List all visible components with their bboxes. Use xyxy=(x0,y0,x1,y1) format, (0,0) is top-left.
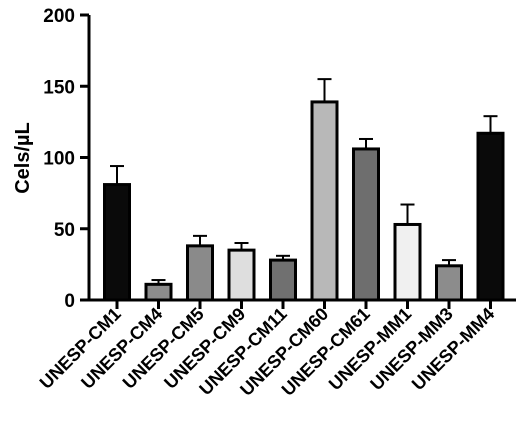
bar-2 xyxy=(144,282,173,302)
plot-area: 050100150200UNESP-CM1UNESP-CM4UNESP-CM5U… xyxy=(36,6,516,400)
y-tick-label: 150 xyxy=(43,77,75,98)
bar-9 xyxy=(435,264,463,302)
bar-3 xyxy=(186,244,214,302)
bar-7 xyxy=(352,147,380,302)
bar-10 xyxy=(476,131,505,302)
y-tick-label: 100 xyxy=(43,149,75,170)
bar-8 xyxy=(393,222,422,302)
bar-5 xyxy=(269,258,297,302)
bar-1 xyxy=(103,183,131,302)
y-tick-label: 50 xyxy=(54,220,75,241)
bar-6 xyxy=(310,100,339,302)
y-tick-label: 0 xyxy=(64,291,75,312)
y-tick-label: 200 xyxy=(43,6,75,27)
bar-4 xyxy=(227,248,256,302)
y-axis-title: Cels/µL xyxy=(12,122,34,194)
